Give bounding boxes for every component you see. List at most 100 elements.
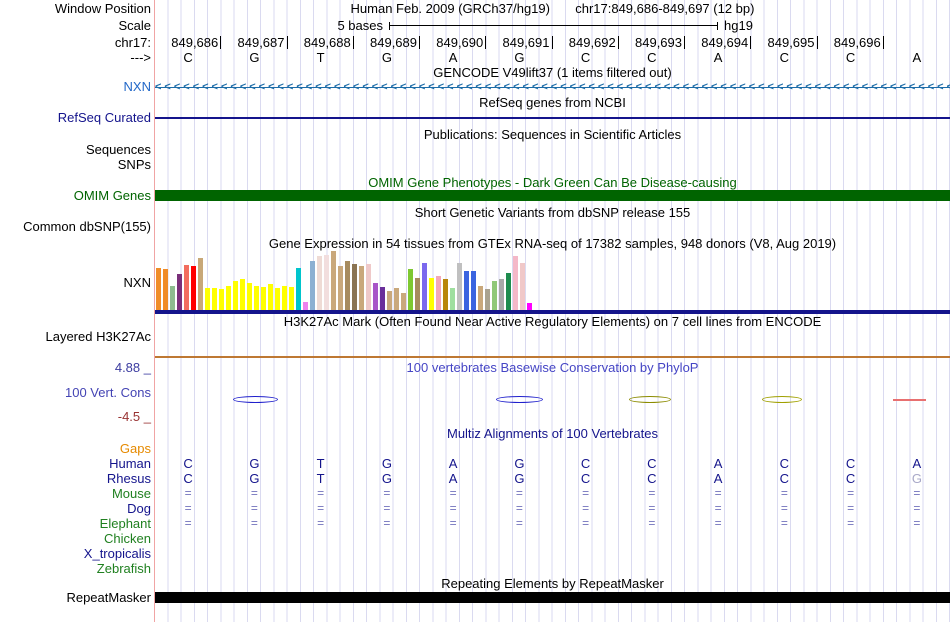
base-letter[interactable]: A bbox=[713, 50, 723, 65]
gtex-expression-bar[interactable] bbox=[240, 279, 245, 310]
gtex-expression-bar[interactable] bbox=[401, 293, 406, 310]
gtex-expression-bar[interactable] bbox=[464, 271, 469, 310]
gtex-expression-bar[interactable] bbox=[268, 284, 273, 310]
gtex-baseline[interactable] bbox=[155, 310, 950, 314]
gtex-expression-bar[interactable] bbox=[282, 286, 287, 310]
gtex-expression-bar[interactable] bbox=[352, 264, 357, 310]
base-letter[interactable]: G bbox=[514, 50, 525, 65]
base-letter[interactable]: G bbox=[249, 50, 260, 65]
gtex-expression-bar[interactable] bbox=[436, 276, 441, 310]
ruler-label[interactable]: 849,693 bbox=[635, 36, 685, 49]
ruler-label[interactable]: 849,686 bbox=[171, 36, 222, 49]
base-letter[interactable]: A bbox=[448, 50, 458, 65]
repeatmasker-element-bar[interactable] bbox=[155, 592, 950, 603]
gtex-expression-bar[interactable] bbox=[317, 256, 322, 310]
gtex-expression-bar[interactable] bbox=[184, 265, 189, 310]
gtex-expression-bar[interactable] bbox=[520, 263, 525, 310]
gtex-expression-bar[interactable] bbox=[156, 268, 161, 310]
ruler-label[interactable]: 849,691 bbox=[503, 36, 553, 49]
base-letter[interactable]: C bbox=[845, 50, 856, 65]
gtex-expression-bar[interactable] bbox=[254, 286, 259, 310]
gtex-expression-bar[interactable] bbox=[289, 287, 294, 310]
gtex-expression-bar[interactable] bbox=[212, 288, 217, 310]
gtex-expression-bar[interactable] bbox=[366, 264, 371, 310]
gtex-expression-bar[interactable] bbox=[499, 279, 504, 310]
omim-gene-bar[interactable] bbox=[155, 190, 950, 201]
ruler-label[interactable]: 849,694 bbox=[701, 36, 752, 49]
ruler-label[interactable]: 849,688 bbox=[304, 36, 354, 49]
alignment-cells[interactable] bbox=[155, 531, 950, 546]
ruler-label[interactable]: 849,692 bbox=[569, 36, 619, 49]
base-letter[interactable]: C bbox=[647, 50, 657, 65]
gtex-expression-bar[interactable] bbox=[387, 291, 392, 310]
h3k27ac-baseline[interactable] bbox=[155, 356, 950, 358]
gtex-expression-bar[interactable] bbox=[310, 261, 315, 310]
gtex-expression-bar[interactable] bbox=[380, 287, 385, 310]
gtex-expression-bar[interactable] bbox=[170, 286, 175, 310]
gtex-expression-bar[interactable] bbox=[415, 278, 420, 310]
gtex-expression-bar[interactable] bbox=[338, 266, 343, 310]
gtex-expression-bar[interactable] bbox=[527, 303, 532, 310]
gtex-expression-bar[interactable] bbox=[345, 261, 350, 310]
conservation-feature[interactable] bbox=[629, 396, 671, 403]
gtex-expression-bar[interactable] bbox=[331, 251, 336, 310]
base-letter[interactable]: T bbox=[316, 50, 325, 65]
gtex-expression-bar[interactable] bbox=[506, 273, 511, 310]
gtex-expression-bar[interactable] bbox=[373, 283, 378, 310]
ruler-label[interactable]: 849,690 bbox=[436, 36, 487, 49]
gtex-expression-bar[interactable] bbox=[457, 263, 462, 310]
gtex-expression-bar[interactable] bbox=[163, 269, 168, 310]
gtex-expression-bar[interactable] bbox=[513, 256, 518, 310]
alignment-cells[interactable]: = = = = = = = = = = = = bbox=[155, 486, 950, 501]
conservation-feature[interactable] bbox=[496, 396, 543, 403]
gtex-expression-bar[interactable] bbox=[408, 269, 413, 310]
base-letter[interactable]: G bbox=[381, 50, 392, 65]
alignment-cells[interactable] bbox=[155, 546, 950, 561]
gtex-expression-bar[interactable] bbox=[261, 287, 266, 310]
alignment-cells[interactable]: = = = = = = = = = = = = bbox=[155, 501, 950, 516]
gtex-expression-bar[interactable] bbox=[198, 258, 203, 310]
gtex-expression-bar[interactable] bbox=[191, 266, 196, 310]
base-letter[interactable]: C bbox=[183, 50, 193, 65]
base-letter[interactable]: C bbox=[580, 50, 591, 65]
gtex-expression-bar[interactable] bbox=[422, 263, 427, 310]
gtex-expression-bar[interactable] bbox=[443, 279, 448, 310]
gtex-expression-bar[interactable] bbox=[205, 288, 210, 310]
gtex-expression-bar[interactable] bbox=[296, 268, 301, 310]
base-letter[interactable]: A bbox=[912, 50, 922, 65]
conservation-feature[interactable] bbox=[233, 396, 278, 403]
ruler-label[interactable]: 849,695 bbox=[768, 36, 818, 49]
gtex-expression-bar[interactable] bbox=[485, 289, 490, 310]
gtex-expression-bar[interactable] bbox=[219, 289, 224, 310]
gtex-expression-bar[interactable] bbox=[478, 286, 483, 310]
base-position-ruler[interactable]: 849,686 849,687 849,688 849,689 849,690 849,6… bbox=[155, 36, 950, 50]
ruler-label[interactable]: 849,687 bbox=[238, 36, 288, 49]
gtex-expression-bar[interactable] bbox=[359, 266, 364, 310]
conservation-feature[interactable] bbox=[762, 396, 802, 403]
alignment-cells[interactable]: = = = = = = = = = = = = bbox=[155, 516, 950, 531]
gtex-expression-bar[interactable] bbox=[303, 302, 308, 310]
gtex-expression-bar[interactable] bbox=[471, 271, 476, 310]
alignment-cells[interactable] bbox=[155, 561, 950, 576]
gtex-expression-bar[interactable] bbox=[275, 288, 280, 310]
conservation-track[interactable] bbox=[155, 394, 950, 406]
gtex-expression-bar[interactable] bbox=[324, 255, 329, 310]
gtex-expression-bar[interactable] bbox=[450, 288, 455, 310]
multiz-alignment-track[interactable]: Gaps Human C G T G A G C C A C C A Rhesus C G T G A G C C A C C G M… bbox=[0, 441, 950, 576]
gtex-expression-bar[interactable] bbox=[233, 281, 238, 310]
gtex-expression-bar[interactable] bbox=[226, 286, 231, 310]
gtex-expression-bar[interactable] bbox=[247, 283, 252, 310]
ruler-label[interactable]: 849,696 bbox=[834, 36, 884, 49]
gtex-expression-bar[interactable] bbox=[429, 278, 434, 310]
gtex-expression-bar[interactable] bbox=[177, 274, 182, 310]
ruler-label[interactable]: 849,689 bbox=[370, 36, 420, 49]
gtex-expression-chart[interactable] bbox=[156, 246, 950, 310]
nxn-gene-track[interactable]: <<<<<<<<<<<<<<<<<<<<<<<<<<<<<<<<<<<<<<<<… bbox=[155, 81, 950, 94]
refseq-gene-line[interactable] bbox=[155, 117, 950, 119]
conservation-feature[interactable] bbox=[893, 399, 926, 401]
base-letter[interactable]: C bbox=[779, 50, 790, 65]
alignment-cells[interactable] bbox=[155, 441, 950, 456]
